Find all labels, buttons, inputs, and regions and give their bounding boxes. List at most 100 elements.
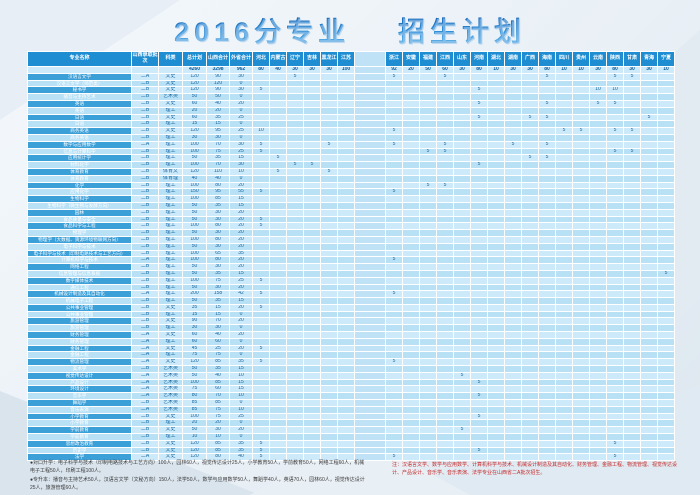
province-cell [572,181,590,190]
province-cell [385,378,403,387]
separator-cell [354,303,386,312]
batch-cell: 二B [131,120,159,129]
major-name-cell: 商务英语 [27,127,132,135]
batch-cell: 二B [131,222,159,231]
waisheng-cell: 0 [229,120,253,129]
province-cell [303,290,321,299]
batch-cell: 二B [131,154,159,163]
footnote-batch-note: 注：汉语言文学、数学与应用数学、计算机科学与技术、机械设计制造及其自动化、财务管… [392,462,678,477]
province-cell [320,120,338,129]
province-cell [419,412,437,421]
province-cell [286,188,304,197]
province-cell [538,235,556,244]
province-cell [623,371,641,380]
waisheng-cell: 10 [229,405,253,414]
total-cell: 100 [182,181,207,190]
province-cell [589,439,607,448]
province-cell [640,161,658,169]
table-row: 音乐表演 二A 艺术类 85 75 10 [27,405,675,414]
separator-cell [354,310,386,319]
major-name-cell: 生物科学 [27,195,132,203]
separator-cell [354,324,386,333]
province-cell [453,113,471,122]
table-row: 产品设计 二A 艺术类 100 85 15 5 [27,378,675,387]
province-cell [589,399,607,407]
province-cell [436,113,454,122]
table-row: 历史学 二B 文史 120 85 35 5 5 [27,446,675,455]
type-cell: 理工 [158,351,183,360]
province-cell [555,351,573,360]
province-cell [555,433,573,441]
province-cell [640,154,658,163]
province-cell [623,365,641,373]
province-cell [320,113,338,122]
province-cell [504,154,522,163]
province-cell [303,269,321,278]
province-cell [286,419,304,428]
table-row: 舞蹈学 二B 艺术类 85 85 0 [27,399,675,407]
province-cell [589,201,607,210]
province-cell [640,392,658,401]
province-cell [337,399,355,407]
province-cell [538,208,556,217]
province-cell [286,133,304,142]
major-name-cell: 机械设计制造及其自动化 [27,290,132,299]
province-cell: 5 [385,140,403,149]
separator-cell [354,297,386,305]
province-cell [572,72,590,81]
province-cell [640,310,658,319]
province-cell [453,297,471,305]
separator-cell [354,392,386,401]
province-cell [436,249,454,258]
major-name-cell: 公共事业管理 [27,310,132,319]
major-name-cell: 信息管理与信息系统 [27,269,132,278]
province-cell [572,147,590,156]
province-cell [521,208,539,217]
province-cell [385,344,403,353]
province-cell [487,392,505,401]
province-cell [320,317,338,326]
col-header-province: 河南 [470,51,488,67]
shanxi-cell: 75 [206,147,230,156]
province-cell [337,113,355,122]
province-cell [320,446,338,455]
province-cell [538,324,556,333]
province-cell [538,331,556,339]
province-cell [419,140,437,149]
col-header: 山西录取批次 [131,51,159,67]
province-cell [521,439,539,448]
province-cell [453,249,471,258]
province-cell [572,249,590,258]
province-cell [487,358,505,367]
province-cell [286,235,304,244]
province-cell [286,249,304,258]
shanxi-cell: 10 [206,433,230,441]
province-cell [453,215,471,224]
total-cell: 20 [182,106,207,115]
province-cell [572,310,590,319]
province-cell [303,263,321,271]
province-cell [320,79,338,88]
province-cell: 5 [252,358,270,367]
province-cell [538,419,556,428]
province-cell [337,310,355,319]
province-cell: 5 [606,99,624,108]
province-cell [487,133,505,142]
province-cell [419,324,437,333]
province-cell: 5 [504,140,522,149]
province-cell: 5 [436,140,454,149]
total-cell: 120 [182,79,207,88]
province-cell [538,283,556,292]
province-cell [436,412,454,421]
province-cell [572,106,590,115]
waisheng-cell: 35 [229,249,253,258]
province-cell [419,310,437,319]
major-name-cell: 金融工程 [27,344,132,353]
province-cell [269,337,287,346]
waisheng-cell: 20 [229,208,253,217]
province-cell [385,385,403,394]
province-cell [453,72,471,81]
province-cell [657,181,675,190]
province-cell [419,358,437,367]
total-cell: 100 [182,161,207,169]
